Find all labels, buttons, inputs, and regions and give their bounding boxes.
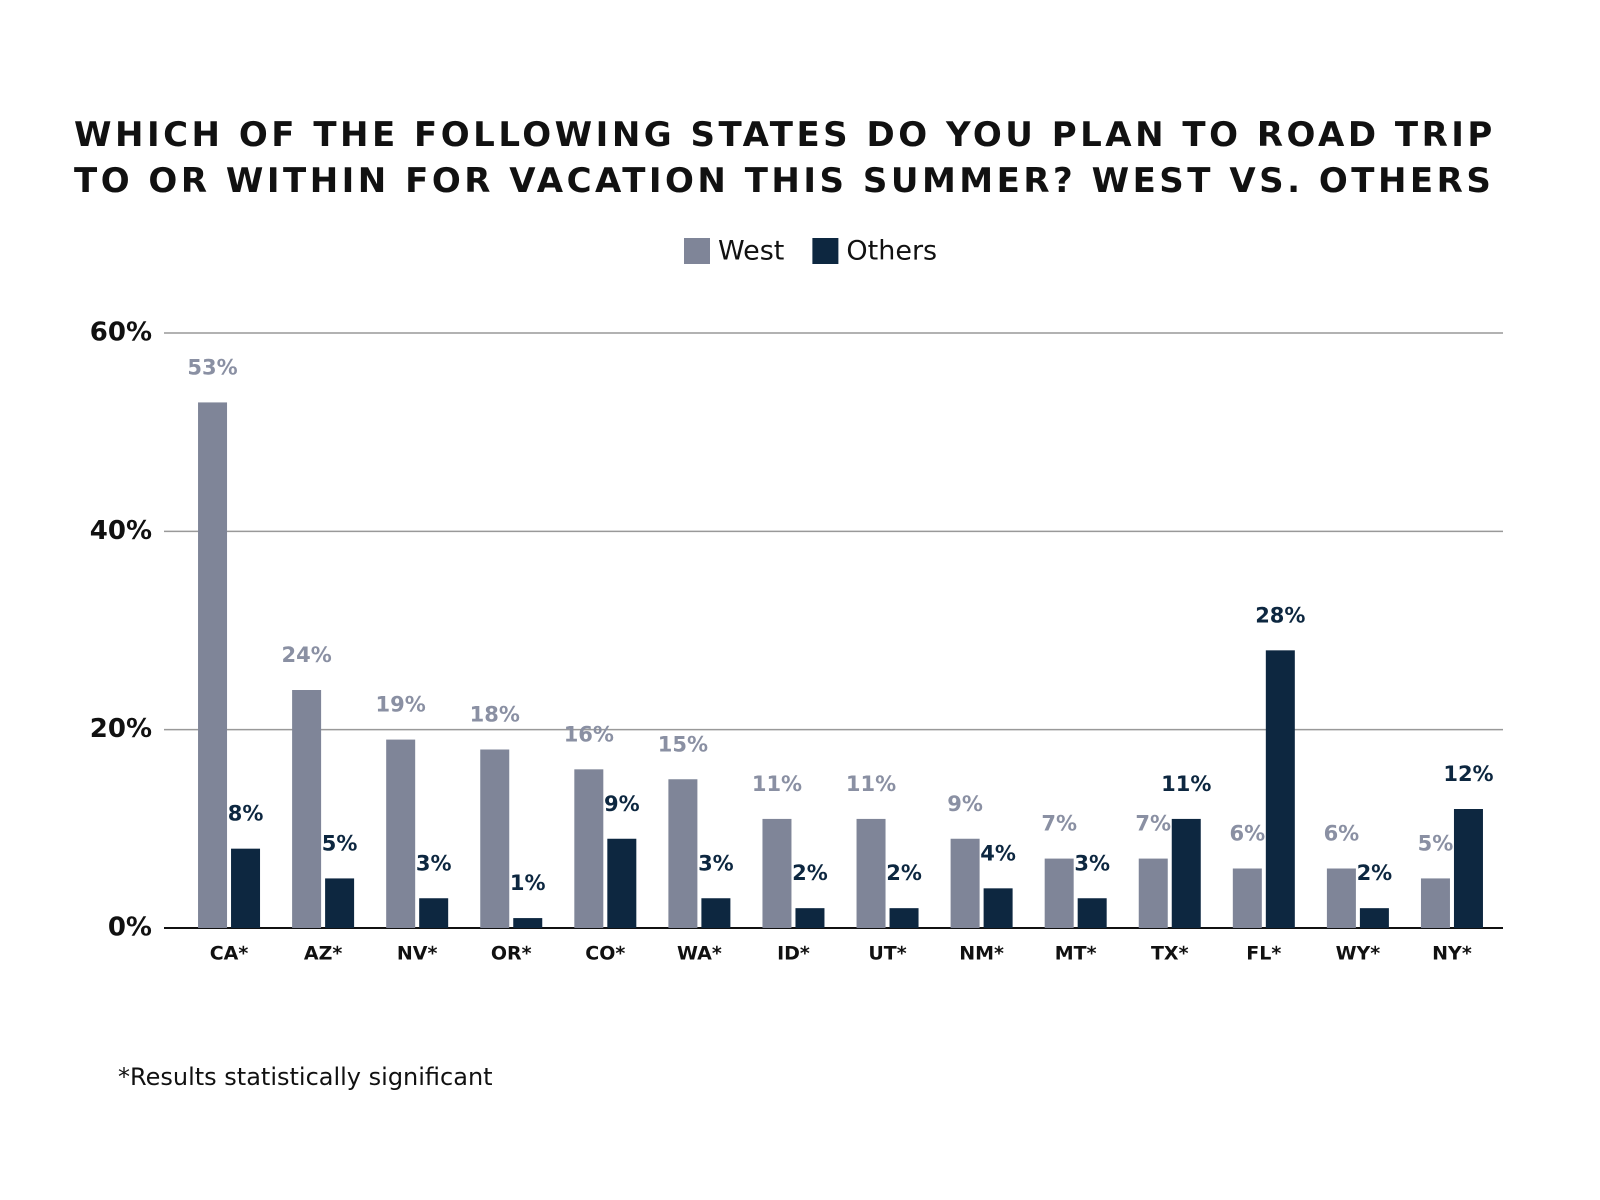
bar xyxy=(325,878,355,928)
value-label: 11% xyxy=(1161,772,1211,796)
x-tick-label: NY* xyxy=(1432,943,1472,965)
bar xyxy=(795,908,825,928)
bar xyxy=(386,739,416,928)
value-label: 5% xyxy=(322,831,358,855)
y-tick-label: 0% xyxy=(108,913,152,943)
x-tick-label: MT* xyxy=(1055,943,1097,965)
bar xyxy=(1171,818,1201,928)
x-tick-label: OR* xyxy=(491,943,532,965)
x-tick-label: FL* xyxy=(1246,943,1281,965)
bar xyxy=(668,779,698,928)
x-tick-label: NM* xyxy=(959,943,1004,965)
bar xyxy=(1232,868,1262,928)
value-label: 11% xyxy=(752,772,802,796)
value-label: 7% xyxy=(1135,812,1171,836)
chart-title: WHICH OF THE FOLLOWING STATES DO YOU PLA… xyxy=(74,115,1496,201)
x-tick-label: NV* xyxy=(397,943,438,965)
x-tick-label: CO* xyxy=(585,943,625,965)
x-tick-label: CA* xyxy=(210,943,249,965)
legend-swatch xyxy=(812,238,839,264)
x-tick-label: WY* xyxy=(1336,943,1381,965)
legend-swatch xyxy=(684,238,710,264)
bar xyxy=(1359,908,1389,928)
value-label: 24% xyxy=(281,643,331,667)
bar xyxy=(1453,809,1483,928)
value-label: 19% xyxy=(376,693,426,717)
value-label: 2% xyxy=(792,861,828,885)
value-label: 6% xyxy=(1324,822,1360,846)
value-label: 15% xyxy=(658,732,708,756)
value-label: 5% xyxy=(1418,831,1454,855)
value-label: 2% xyxy=(1357,861,1393,885)
bar xyxy=(701,898,731,928)
value-label: 3% xyxy=(1074,851,1110,875)
value-label: 3% xyxy=(698,851,734,875)
bar xyxy=(419,898,449,928)
bar xyxy=(513,918,543,928)
x-tick-label: UT* xyxy=(868,943,906,965)
value-label: 3% xyxy=(416,851,452,875)
legend-label: West xyxy=(718,236,784,267)
value-label: 16% xyxy=(564,722,614,746)
value-label: 1% xyxy=(510,871,546,895)
x-tick-label: WA* xyxy=(677,943,722,965)
bar xyxy=(1265,650,1295,928)
y-tick-label: 20% xyxy=(90,714,152,744)
value-label: 7% xyxy=(1041,812,1077,836)
y-tick-label: 60% xyxy=(90,318,152,348)
value-label: 8% xyxy=(228,802,264,826)
value-label: 4% xyxy=(980,841,1016,865)
bar xyxy=(856,818,886,928)
x-tick-label: ID* xyxy=(777,943,810,965)
legend-label: Others xyxy=(846,236,937,267)
bar xyxy=(1077,898,1107,928)
value-label: 9% xyxy=(604,792,640,816)
value-label: 11% xyxy=(846,772,896,796)
bar xyxy=(480,749,510,928)
bar xyxy=(762,818,792,928)
y-tick-label: 40% xyxy=(90,516,152,546)
bar xyxy=(1326,868,1356,928)
bar xyxy=(292,690,322,928)
value-label: 53% xyxy=(187,355,237,379)
value-label: 6% xyxy=(1229,822,1265,846)
bar xyxy=(231,848,261,928)
value-label: 2% xyxy=(886,861,922,885)
bar xyxy=(607,838,637,928)
footnote: *Results statistically significant xyxy=(118,1063,493,1091)
bar xyxy=(574,769,604,928)
bar xyxy=(1420,878,1450,928)
bar xyxy=(198,402,228,929)
value-label: 9% xyxy=(947,792,983,816)
bar xyxy=(889,908,919,928)
bar xyxy=(950,838,980,928)
bar xyxy=(1138,858,1168,928)
bar xyxy=(983,888,1013,928)
value-label: 28% xyxy=(1255,603,1305,627)
x-tick-label: TX* xyxy=(1151,943,1189,965)
bar xyxy=(1044,858,1074,928)
x-tick-label: AZ* xyxy=(304,943,342,965)
value-label: 12% xyxy=(1443,762,1493,786)
value-label: 18% xyxy=(470,703,520,727)
